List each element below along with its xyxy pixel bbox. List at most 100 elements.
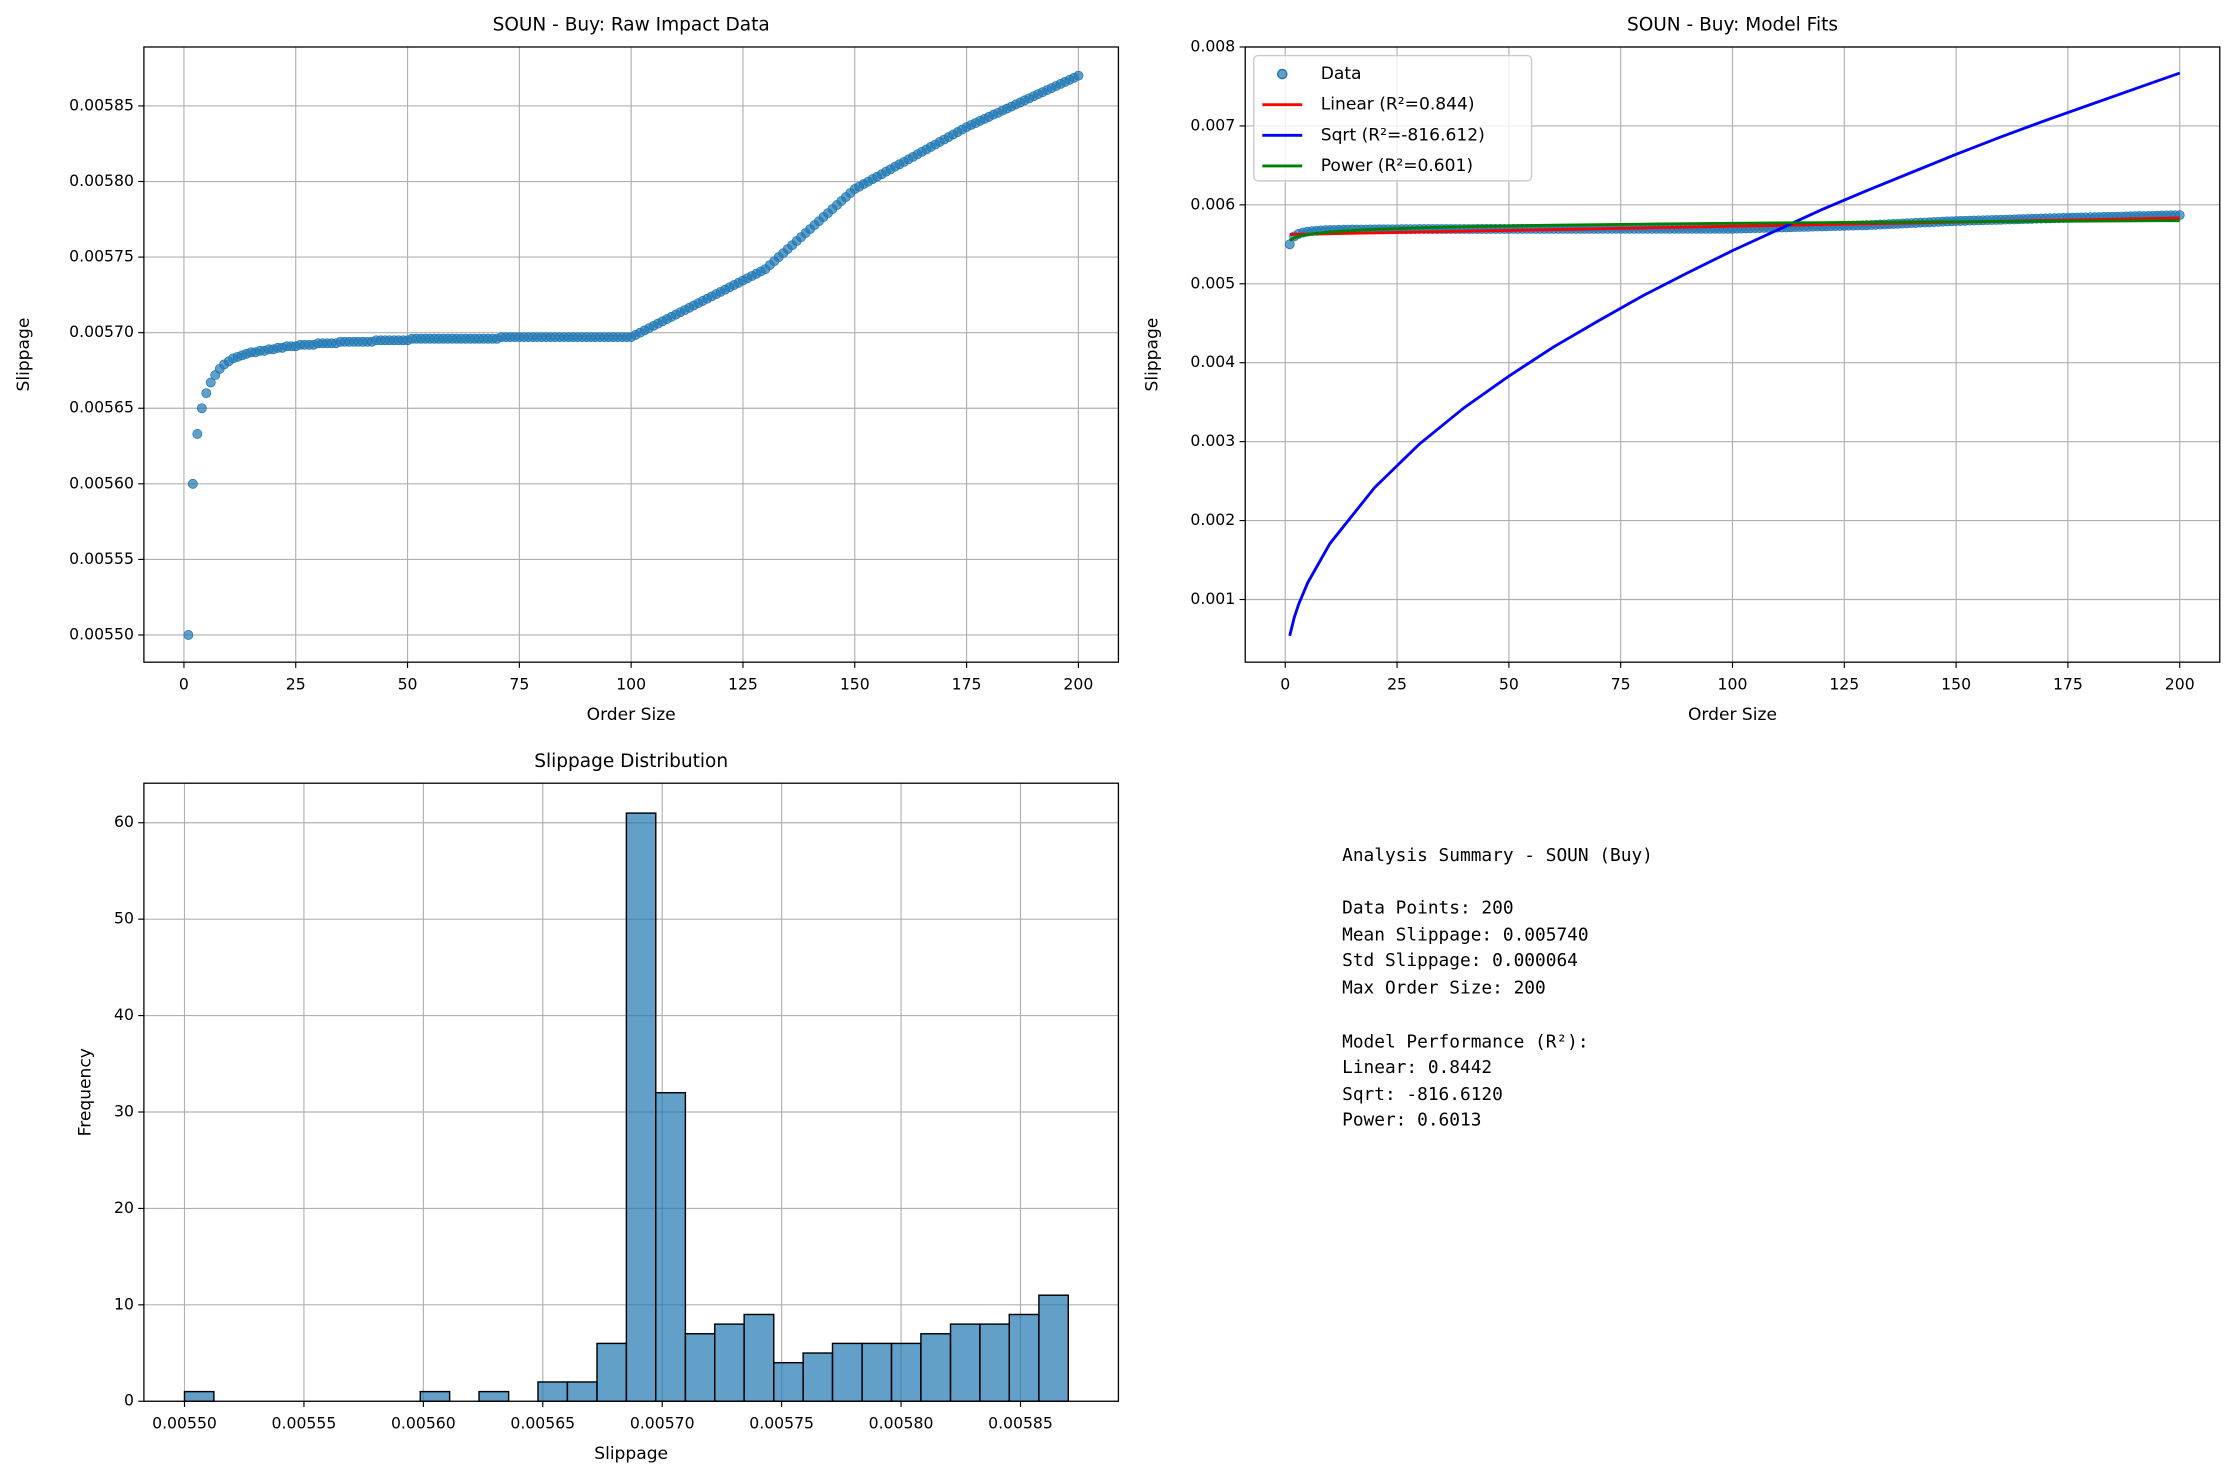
legend-label: Data: [1321, 64, 1362, 84]
x-tick-label: 0.00555: [272, 1414, 337, 1433]
scatter-point: [196, 403, 207, 414]
summary-line: Std Slippage: 0.000064: [1342, 950, 1578, 971]
histogram-bar: [831, 1342, 863, 1402]
histogram-bar: [979, 1323, 1010, 1402]
y-tick-label: 0.002: [1190, 510, 1235, 529]
y-tick-label: 0.001: [1190, 589, 1235, 608]
chart-title: SOUN - Buy: Raw Impact Data: [493, 15, 770, 36]
fit-line: [1289, 219, 2180, 242]
histogram-bar: [625, 812, 657, 1402]
y-tick-label: 0.007: [1190, 115, 1235, 134]
y-axis-label: Slippage: [1143, 318, 1163, 392]
x-axis-label: Slippage: [594, 1444, 668, 1464]
y-tick-label: 0.004: [1190, 352, 1235, 371]
x-tick-label: 200: [2165, 674, 2195, 693]
x-tick-label: 0.00575: [749, 1414, 814, 1433]
y-tick-label: 0.00560: [69, 473, 134, 492]
y-tick-label: 20: [114, 1198, 134, 1217]
histogram-bar: [419, 1390, 451, 1402]
x-tick-label: 0: [1280, 674, 1290, 693]
summary-line: Data Points: 200: [1342, 898, 1513, 919]
histogram-bar: [1008, 1313, 1040, 1402]
y-tick-label: 0.00570: [69, 322, 134, 341]
x-tick-label: 125: [1829, 674, 1859, 693]
histogram-bar: [890, 1342, 922, 1402]
plot-frame: [1244, 46, 2221, 663]
summary-line: Max Order Size: 200: [1342, 977, 1546, 998]
histogram-bar: [655, 1092, 687, 1402]
chart: 0 25 50 75 100 125 150 175 200 0.00550 0.00555 0.00…: [14, 15, 1120, 725]
x-tick-label: 125: [728, 674, 758, 693]
legend-label: Linear (R²=0.844): [1321, 95, 1475, 115]
histogram-bar: [920, 1333, 952, 1402]
y-tick-label: 40: [114, 1005, 134, 1024]
x-tick-label: 25: [1387, 674, 1407, 693]
y-tick-label: 0.003: [1190, 431, 1235, 450]
histogram-bar: [714, 1323, 745, 1402]
legend-label: Sqrt (R²=-816.612): [1321, 125, 1485, 145]
scatter-point: [1073, 70, 1084, 81]
x-tick-label: 100: [616, 674, 646, 693]
legend-box: [1253, 54, 1533, 182]
x-axis-label: Order Size: [1688, 705, 1777, 725]
x-tick-label: 0.00565: [510, 1414, 575, 1433]
x-tick-label: 175: [2053, 674, 2083, 693]
y-axis-label: Slippage: [14, 318, 34, 392]
y-tick-label: 50: [114, 909, 134, 928]
y-tick-label: 0.00565: [69, 398, 134, 417]
histogram-bar: [743, 1313, 775, 1402]
histogram-bar: [596, 1342, 628, 1402]
y-tick-label: 0.00550: [69, 624, 134, 643]
chart: 0.00550 0.00555 0.00560 0.00565 0.00570 0.005…: [75, 751, 1120, 1464]
summary-line: Mean Slippage: 0.005740: [1342, 925, 1588, 946]
histogram-bar: [566, 1381, 598, 1402]
x-tick-label: 75: [509, 674, 529, 693]
summary-heading: Model Performance (R²):: [1342, 1031, 1588, 1052]
y-tick-label: 30: [114, 1102, 134, 1121]
fit-line: [1288, 71, 2181, 637]
scatter-point: [183, 630, 194, 640]
histogram-bar: [949, 1323, 981, 1402]
chart: 0 25 50 75 100 125 150 175 200 0.001 0.002 0.003 0.0…: [1143, 15, 2221, 725]
chart-title: SOUN - Buy: Model Fits: [1627, 15, 1838, 36]
summary-line: Power: 0.6013: [1342, 1110, 1481, 1131]
x-tick-label: 200: [1063, 674, 1093, 693]
x-tick-label: 0: [179, 674, 189, 693]
histogram-bar: [1038, 1294, 1069, 1402]
summary-line: Linear: 0.8442: [1342, 1057, 1492, 1078]
scatter-point: [187, 478, 198, 489]
y-tick-label: 0.00555: [69, 549, 134, 568]
legend-swatch: [1276, 68, 1288, 80]
x-tick-label: 0.00585: [988, 1414, 1053, 1433]
y-tick-label: 0: [124, 1391, 134, 1410]
x-tick-label: 0.00570: [630, 1414, 695, 1433]
y-tick-label: 0.00580: [69, 171, 134, 190]
scatter-point: [192, 429, 203, 439]
x-axis-label: Order Size: [587, 705, 676, 725]
histogram-bar: [537, 1381, 569, 1402]
legend-label: Power (R²=0.601): [1321, 156, 1473, 176]
x-tick-label: 175: [952, 674, 982, 693]
histogram-bar: [773, 1361, 804, 1402]
x-tick-label: 50: [1499, 674, 1519, 693]
x-tick-label: 0.00550: [152, 1414, 217, 1433]
x-tick-label: 25: [286, 674, 306, 693]
histogram-bar: [478, 1390, 510, 1402]
x-tick-label: 50: [398, 674, 418, 693]
scatter-point: [201, 388, 212, 399]
histogram-bar: [802, 1352, 834, 1402]
x-tick-label: 150: [1941, 674, 1971, 693]
histogram-bar: [183, 1390, 215, 1402]
y-tick-label: 60: [114, 812, 134, 831]
x-tick-label: 100: [1718, 674, 1748, 693]
y-tick-label: 0.00575: [69, 247, 134, 266]
plot-frame: [143, 782, 1120, 1402]
x-tick-label: 0.00580: [869, 1414, 934, 1433]
plot-frame: [143, 46, 1120, 663]
chart-title: Slippage Distribution: [534, 751, 728, 772]
y-tick-label: 0.005: [1190, 273, 1235, 292]
y-tick-label: 0.00585: [69, 95, 134, 114]
